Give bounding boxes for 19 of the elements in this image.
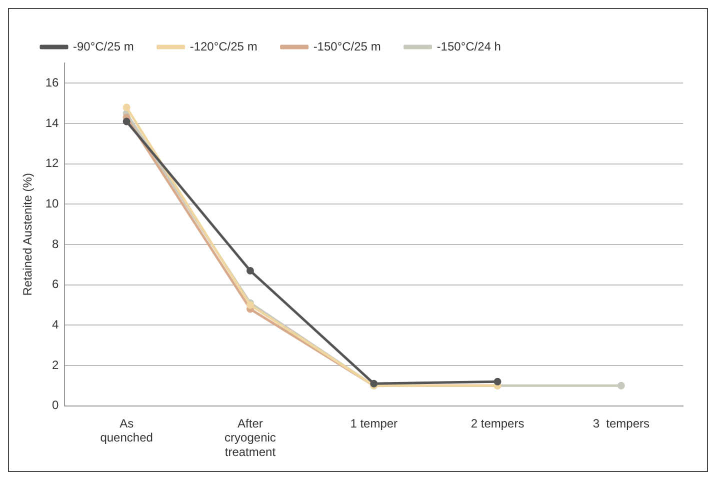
y-tick-label: 6 (52, 277, 60, 292)
x-tick-label: As quenched (100, 416, 153, 445)
y-tick-label: 0 (52, 398, 60, 412)
y-tick-label: 14 (45, 116, 60, 130)
x-tick-label: 3 tempers (592, 416, 650, 430)
legend-label: -150°C/25 m (313, 39, 381, 54)
y-tick-label: 16 (45, 75, 60, 90)
y-tick-label: 10 (45, 196, 60, 210)
y-axis-title: Retained Austenite (%) (20, 173, 35, 296)
legend-label: -90°C/25 m (73, 39, 134, 54)
y-tick-label: 4 (52, 317, 60, 332)
y-tick-label: 12 (45, 156, 60, 170)
legend-label: -120°C/25 m (190, 39, 258, 54)
y-tick-label: 2 (52, 358, 60, 372)
x-tick-label: After cryogenic treatment (224, 416, 276, 460)
x-tick-label: 1 temper (350, 416, 398, 430)
x-tick-label: 2 tempers (470, 416, 524, 430)
legend-label: -150°C/24 h (436, 39, 501, 54)
y-tick-label: 8 (52, 236, 60, 251)
